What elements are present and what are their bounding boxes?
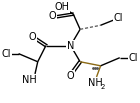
Text: NH: NH [88, 78, 102, 88]
Text: O: O [28, 32, 36, 42]
Text: Cl: Cl [2, 49, 11, 59]
Text: O: O [49, 11, 57, 21]
Text: N: N [67, 41, 74, 51]
Text: Cl: Cl [114, 13, 123, 23]
Text: 2: 2 [101, 84, 105, 90]
Text: O: O [67, 71, 74, 81]
Text: OH: OH [55, 2, 70, 12]
Text: NH: NH [22, 75, 37, 85]
Text: Cl: Cl [129, 53, 138, 63]
